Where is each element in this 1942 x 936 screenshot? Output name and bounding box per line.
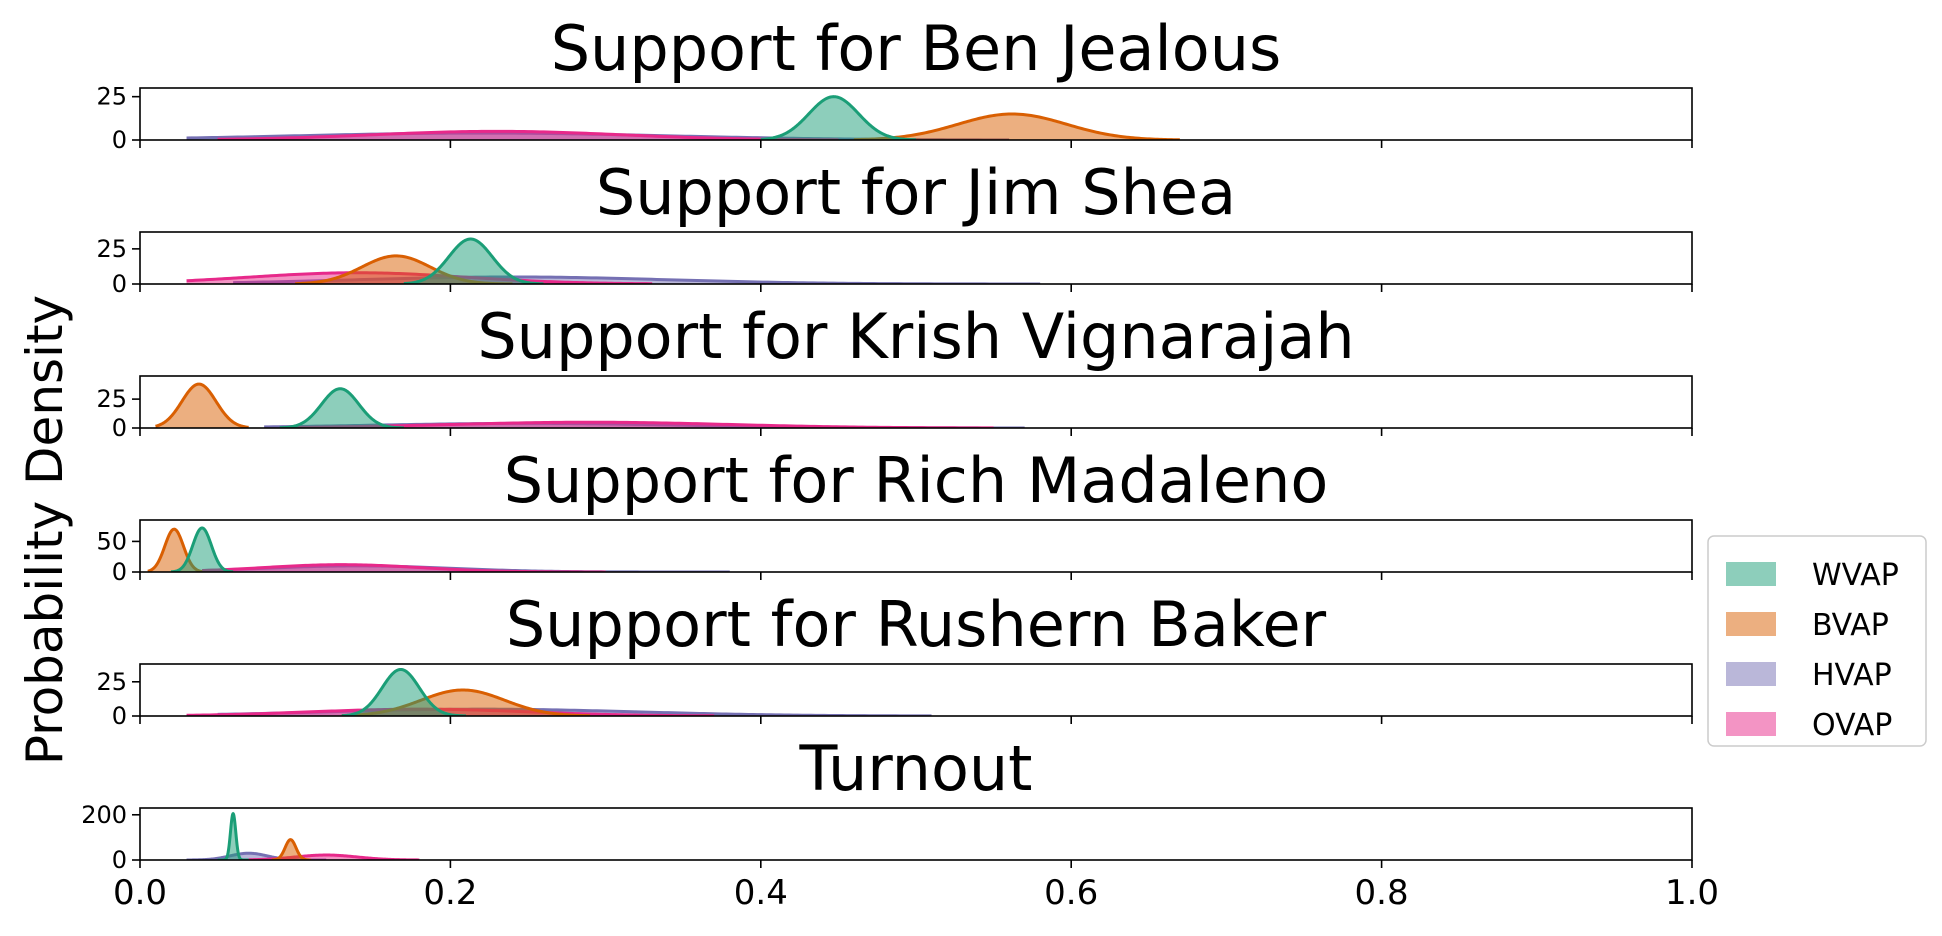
panel-title: Support for Jim Shea [596,156,1236,229]
density-line-bvap [155,382,249,428]
panel-title: Turnout [799,732,1033,805]
y-axis-label: Probability Density [16,295,74,765]
density-area-wvap [403,239,544,284]
panel-4: Support for Rich Madaleno 0 50 [96,444,1693,586]
y-tick-label: 25 [96,668,127,696]
legend-label-hvap: HVAP [1812,658,1892,693]
x-tick-label: 1.0 [1665,873,1719,913]
density-line-wvap [170,526,234,572]
legend-label-ovap: OVAP [1812,708,1892,743]
axes-frame [139,231,1693,285]
legend: WVAP BVAP HVAP OVAP [1707,535,1927,747]
density-area-wvap [217,813,249,860]
density-line-ovap [217,129,839,140]
density-curves [186,95,1180,140]
density-line-wvap [341,667,466,716]
y-tick-label: 25 [96,235,127,263]
x-tick-label: 0.4 [734,873,788,913]
legend-swatch-wvap [1726,562,1776,586]
x-tick-label: 0.8 [1355,873,1409,913]
density-line-wvap [279,387,404,428]
panel-3: Support for Krish Vignarajah 025 [96,300,1693,442]
density-curves [155,382,1025,428]
y-tick-label: 0 [112,270,127,298]
x-tick-label: 0.2 [423,873,477,913]
y-tick-label: 0 [112,126,127,154]
panel-title: Support for Ben Jealous [551,12,1282,85]
legend-swatch-ovap [1726,712,1776,736]
y-tick-label: 50 [96,527,127,555]
legend-label-wvap: WVAP [1812,558,1899,593]
density-area-wvap [171,527,234,572]
panel-5: Support for Rushern Baker 0 25 [96,588,1693,730]
axes-frame [139,375,1693,429]
density-line-bvap [853,112,1180,140]
panel-title: Support for Krish Vignarajah [477,300,1354,373]
axes-frame [139,87,1693,141]
y-tick-label: 0 [112,414,127,442]
legend-label-bvap: BVAP [1812,608,1889,643]
density-line-bvap [271,838,311,860]
y-tick-label: 25 [96,83,127,111]
axes-frame [139,663,1693,717]
density-area-wvap [341,669,466,716]
legend-frame [1707,535,1927,747]
density-line-wvap [760,95,917,140]
density-line-wvap [403,237,544,284]
panel-2: Support for Jim Shea 0 25 [96,156,1693,298]
y-tick-label: 200 [81,801,127,829]
legend-swatch-bvap [1726,612,1776,636]
panel-1: Support for Ben Jealous 0 25 [96,12,1693,154]
legend-swatch-hvap [1726,662,1776,686]
y-tick-label: 0 [112,702,127,730]
density-area-wvap [760,96,916,140]
panel-title: Support for Rushern Baker [506,588,1327,661]
axes-frame [139,807,1693,861]
y-tick-label: 0 [112,558,127,586]
density-area-bvap [295,255,513,284]
x-tick-label: 0.6 [1044,873,1098,913]
axes-frame [139,519,1693,573]
panel-title: Support for Rich Madaleno [504,444,1329,517]
y-tick-label: 0 [112,846,127,874]
y-tick-label: 25 [96,385,127,413]
panel-6: Turnout 0 200 0.0 0.2 0.4 0.6 0.8 1.0 [81,732,1719,913]
density-area-bvap [155,384,249,428]
x-tick-label: 0.0 [113,873,167,913]
